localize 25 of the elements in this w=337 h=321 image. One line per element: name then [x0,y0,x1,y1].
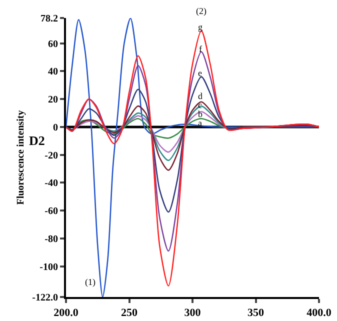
x-tick-label: 200.0 [54,307,79,320]
y-tick-label: -122.0 [32,292,58,304]
y-tick-label: -40 [44,178,58,190]
annotation: (1) [85,277,96,287]
y-tick-label: 40 [48,66,58,78]
text: D2 [29,133,45,148]
annotation: b [198,109,203,119]
y-tick-label: 78.2 [40,14,58,24]
x-tick-label: 400.0 [306,307,332,320]
x-tick-label: 300 [184,307,202,320]
y-tick-label: -100 [40,262,58,273]
y-axis-title: Fluorescence intensity [16,110,27,205]
text: (2) [196,6,206,16]
y-tick-label: -20 [44,150,58,162]
y-tick-label: -80 [44,234,58,245]
y-tick-label: 0 [53,122,58,134]
y-tick-label: -60 [44,206,58,218]
y-tick-label: 20 [48,94,58,106]
annotation: f [199,44,202,54]
x-tick-label: 250 [121,307,138,320]
y-tick-label: 60 [48,38,58,50]
annotation: e [198,68,202,78]
annotation: d [198,91,203,101]
x-tick-label: 350 [248,307,264,320]
annotation: g [198,22,203,32]
